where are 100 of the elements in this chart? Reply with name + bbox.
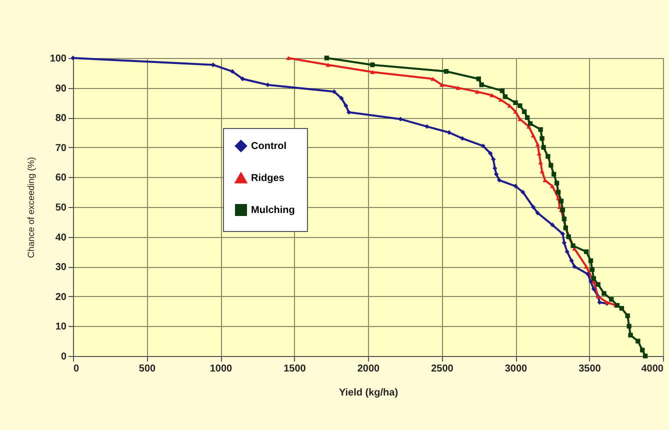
point <box>548 162 554 168</box>
point <box>584 264 589 269</box>
point <box>619 306 624 311</box>
point <box>591 286 596 292</box>
x-tick-label: 4000 <box>641 364 664 374</box>
point <box>522 109 527 114</box>
x-tick-label: 2500 <box>431 364 454 374</box>
point <box>564 249 570 254</box>
point <box>640 348 645 352</box>
point <box>625 313 630 318</box>
y-tick-label: 50 <box>55 202 67 214</box>
point <box>460 136 465 141</box>
point <box>502 94 508 100</box>
x-axis-title: Yield (kg/ha) <box>338 388 398 398</box>
point <box>588 279 594 284</box>
x-tick-label: 1000 <box>210 364 233 374</box>
x-tick-label: 2000 <box>357 364 380 374</box>
point <box>286 56 291 60</box>
point <box>642 354 648 358</box>
y-tick-label: 20 <box>55 292 67 303</box>
point <box>540 136 544 141</box>
point <box>602 291 606 296</box>
point <box>240 76 245 82</box>
point <box>326 62 331 67</box>
point <box>535 142 540 146</box>
point <box>585 272 590 276</box>
point <box>535 210 540 216</box>
point <box>566 234 571 240</box>
point <box>570 243 576 248</box>
point <box>590 267 595 272</box>
point <box>591 276 596 281</box>
point <box>444 69 449 74</box>
point <box>596 282 600 287</box>
point <box>70 56 76 60</box>
point <box>588 258 594 263</box>
y-tick-label: 100 <box>50 54 67 64</box>
point <box>524 115 530 120</box>
point <box>584 249 589 254</box>
point <box>550 222 555 228</box>
point <box>569 258 574 263</box>
point <box>546 154 550 159</box>
y-axis-title: Chance of exceeding (%) <box>26 156 36 258</box>
point <box>518 103 522 108</box>
x-tick-label: 3000 <box>504 364 528 374</box>
point <box>513 100 518 106</box>
point <box>636 338 640 344</box>
point <box>538 127 543 132</box>
point <box>324 56 330 60</box>
legend-label: Ridges <box>251 173 285 184</box>
y-tick-label: 40 <box>55 232 67 244</box>
point <box>490 93 494 98</box>
point <box>558 198 564 204</box>
point <box>339 96 344 101</box>
x-tick-label: 3500 <box>578 364 602 374</box>
point <box>476 76 481 82</box>
point <box>626 324 632 329</box>
point <box>556 190 561 194</box>
point <box>456 86 460 90</box>
point <box>572 264 577 269</box>
point <box>628 332 633 338</box>
x-tick-label: 1500 <box>284 364 306 374</box>
y-tick-label: 60 <box>55 172 67 184</box>
y-tick-label: 10 <box>55 322 67 333</box>
legend-label: Mulching <box>251 205 295 216</box>
point <box>370 70 375 74</box>
point <box>552 172 556 177</box>
point <box>494 172 499 177</box>
y-tick-label: 70 <box>55 142 67 154</box>
point <box>424 124 430 129</box>
legend-label: Control <box>251 141 287 152</box>
y-tick-label: 80 <box>55 113 67 124</box>
point <box>554 180 560 186</box>
point <box>332 89 336 94</box>
point <box>479 82 484 88</box>
point <box>520 190 526 194</box>
point <box>500 88 505 94</box>
point <box>513 184 518 188</box>
point <box>496 178 502 183</box>
y-tick-label: 90 <box>55 83 67 94</box>
point <box>398 116 403 122</box>
point <box>230 69 235 74</box>
point <box>597 300 602 305</box>
point <box>488 151 493 156</box>
y-tick-label: 30 <box>55 262 67 274</box>
point <box>344 103 348 108</box>
x-tick-label: 500 <box>138 364 156 374</box>
y-tick-label: 0 <box>60 352 67 362</box>
point <box>530 133 536 138</box>
point <box>491 156 496 162</box>
point <box>480 144 486 148</box>
x-tick-label: 0 <box>74 364 80 374</box>
point <box>562 240 567 246</box>
point <box>530 204 536 210</box>
point <box>541 145 546 150</box>
point <box>562 216 567 222</box>
point <box>609 297 614 302</box>
point <box>446 130 452 135</box>
point <box>528 121 533 126</box>
point <box>439 82 444 87</box>
point <box>370 62 375 68</box>
